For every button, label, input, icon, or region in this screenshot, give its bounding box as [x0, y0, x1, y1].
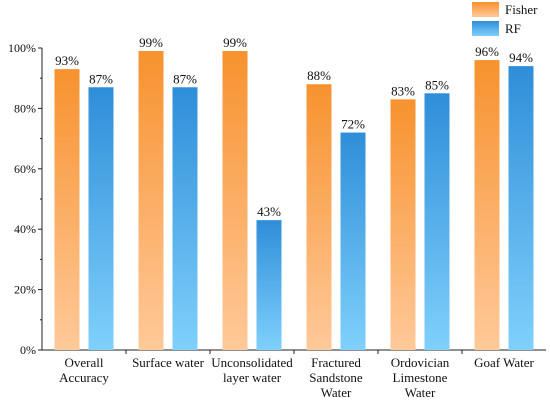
bar-fisher [474, 60, 500, 351]
legend-label-rf: RF [505, 21, 521, 36]
bar-fisher [222, 51, 248, 351]
legend-swatch-fisher [472, 2, 499, 17]
x-category-label: Surface water [132, 355, 204, 370]
axes: 0% 20% 40% 60% 80% 100% Overall Accuracy Surface… [8, 41, 546, 400]
y-tick-label: 0% [20, 343, 36, 357]
data-label: 96% [475, 44, 499, 59]
data-label: 85% [425, 77, 449, 92]
bar-rf [172, 87, 198, 350]
bar-rf [340, 132, 366, 350]
bar-fisher [390, 99, 416, 350]
data-label: 87% [89, 71, 113, 86]
x-category-label: Ordovician Limestone Water [391, 355, 450, 400]
legend-label-fisher: Fisher [505, 2, 538, 17]
data-label: 88% [307, 68, 331, 83]
legend: Fisher RF [472, 2, 538, 36]
bars [54, 51, 534, 351]
y-tick-label: 80% [14, 101, 36, 115]
x-category-label: Overall Accuracy [59, 355, 109, 385]
data-label: 99% [139, 35, 163, 50]
y-tick-label: 20% [14, 283, 36, 297]
bar-fisher [306, 84, 332, 351]
legend-swatch-rf [472, 21, 499, 36]
y-tick-label: 60% [14, 162, 36, 176]
bar-rf [424, 93, 450, 351]
bar-rf [256, 220, 282, 350]
bar-fisher [54, 69, 80, 350]
y-tick-label: 100% [8, 41, 36, 55]
data-label: 93% [55, 53, 79, 68]
bar-rf [508, 66, 534, 351]
data-label: 94% [509, 50, 533, 65]
data-labels: 93% 99% 99% 88% 83% 96% 87% 87% 43% 72% 85% 94% [55, 35, 533, 219]
bar-rf [88, 87, 114, 350]
y-tick-label: 40% [14, 222, 36, 236]
x-category-label: Unconsolidated layer water [211, 355, 293, 385]
x-category-label: Fractured Sandstone Water [309, 355, 363, 400]
data-label: 72% [341, 117, 365, 132]
x-category-label: Goaf Water [474, 355, 534, 370]
data-label: 99% [223, 35, 247, 50]
bar-fisher [138, 51, 164, 351]
data-label: 43% [257, 204, 281, 219]
data-label: 83% [391, 83, 415, 98]
data-label: 87% [173, 71, 197, 86]
